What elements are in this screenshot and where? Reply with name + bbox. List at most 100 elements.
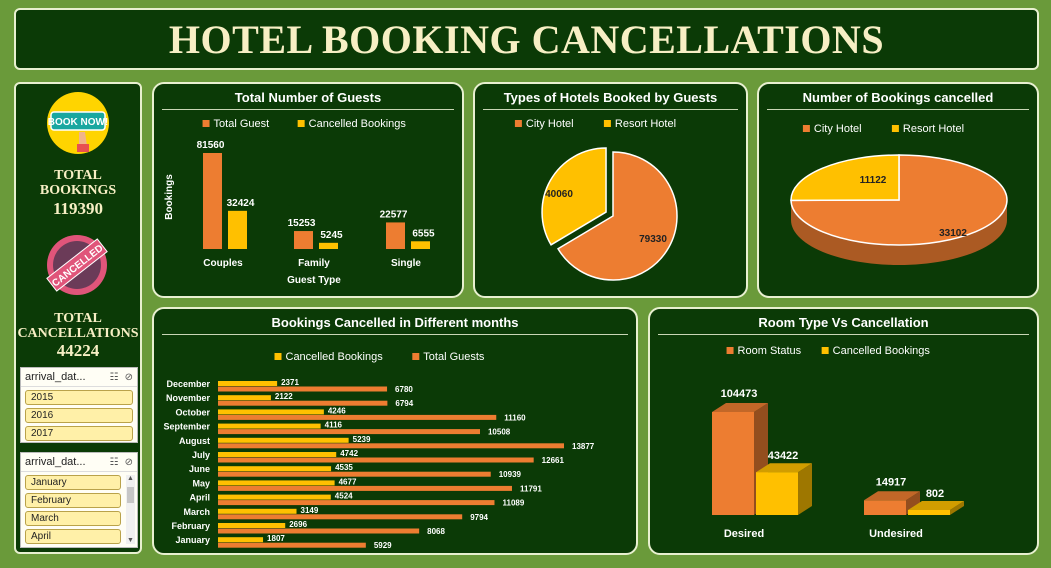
category-label: April (189, 493, 210, 503)
data-label: 11089 (502, 499, 524, 508)
guests-chart-panel: Total Number of Guests Total Guest Cancel… (152, 82, 464, 298)
kpi-panel: BOOK NOW! TOTAL BOOKINGS 119390 CANCELLE… (14, 82, 142, 554)
legend-swatch (202, 120, 210, 127)
legend-entry: Cancelled Bookings (286, 351, 384, 363)
legend-swatch (274, 353, 282, 360)
bar-side (798, 463, 812, 515)
cancelled-bookings-pie-chart: City Hotel Resort Hotel 33102 11122 (790, 123, 1008, 265)
bar (218, 485, 512, 491)
data-label: 2371 (281, 378, 299, 387)
month-slicer: arrival_dat... ☷ ⊘ January February Marc… (20, 452, 138, 548)
multi-select-icon[interactable]: ☷ (109, 456, 119, 468)
month-option-february[interactable]: February (25, 493, 121, 508)
data-label: 43422 (768, 450, 799, 462)
legend-swatch (603, 120, 611, 127)
legend-swatch (412, 353, 420, 360)
bar-side (950, 501, 964, 515)
month-option-january[interactable]: January (25, 475, 121, 490)
data-label: 4535 (335, 463, 353, 472)
legend-entry: Total Guest (214, 118, 270, 130)
book-now-text: BOOK NOW! (48, 117, 109, 128)
multi-select-icon[interactable]: ☷ (109, 371, 119, 383)
legend-entry: Resort Hotel (615, 118, 676, 130)
cancelled-stamp-icon: CANCELLED (46, 235, 108, 295)
category-label: March (183, 507, 210, 517)
bar (218, 414, 497, 420)
legend-swatch (891, 125, 899, 132)
bar (218, 494, 331, 500)
hotel-types-pie-chart: City Hotel Resort Hotel 79330 40060 (514, 118, 678, 281)
month-slicer-scrollbar[interactable]: ▲ ▼ (126, 475, 135, 544)
total-bookings-value: 119390 (52, 199, 104, 218)
data-label: 79330 (639, 234, 667, 245)
bar (908, 510, 950, 515)
bar (218, 514, 463, 520)
month-slicer-header: arrival_dat... ☷ ⊘ (21, 453, 137, 472)
data-label: 12661 (542, 456, 565, 465)
bar (218, 386, 388, 392)
cancelled-bookings-chart-title: Number of Bookings cancelled (802, 90, 994, 105)
bar (218, 471, 491, 477)
month-slicer-title: arrival_dat... (25, 456, 86, 468)
hotel-types-chart-panel: Types of Hotels Booked by Guests City Ho… (473, 82, 748, 298)
room-type-bar-chart: Room Status Cancelled Bookings 104473 43422… (712, 345, 964, 540)
data-label: 4524 (335, 492, 353, 501)
dashboard-title: HOTEL BOOKING CANCELLATIONS (168, 16, 885, 62)
data-label: 5929 (374, 541, 392, 550)
bar (411, 241, 430, 249)
bar (218, 542, 366, 548)
bar (218, 409, 324, 415)
data-label: 81560 (197, 140, 225, 151)
bar-top (756, 463, 812, 473)
category-label: Single (391, 258, 421, 269)
bar (218, 523, 286, 528)
bar (864, 500, 906, 515)
data-label: 5239 (353, 435, 371, 444)
data-label: 2696 (289, 520, 307, 529)
data-label: 9794 (470, 513, 488, 522)
months-chart-title: Bookings Cancelled in Different months (271, 315, 519, 330)
month-option-march[interactable]: March (25, 511, 121, 526)
pie-slice (556, 151, 678, 281)
pie-slice (790, 154, 900, 202)
category-label: February (171, 521, 210, 531)
legend-swatch (821, 347, 829, 354)
year-option-2017[interactable]: 2017 (25, 426, 133, 441)
bar (218, 423, 321, 429)
bar (218, 500, 495, 506)
data-label: 15253 (288, 218, 316, 229)
category-label: June (189, 464, 210, 474)
data-label: 22577 (380, 209, 408, 220)
clear-filter-icon[interactable]: ⊘ (124, 456, 133, 468)
guests-chart-title: Total Number of Guests (234, 90, 382, 105)
data-label: 104473 (721, 388, 758, 400)
data-label: 802 (926, 488, 944, 500)
legend-entry: Room Status (738, 345, 802, 357)
data-label: 6555 (412, 228, 435, 239)
bar-top (712, 403, 768, 412)
scroll-up-icon[interactable]: ▲ (127, 475, 134, 482)
bar (218, 466, 332, 472)
cancelled-bookings-chart-panel: Number of Bookings cancelled City Hotel R… (757, 82, 1039, 298)
category-label: November (166, 393, 211, 403)
legend-swatch (802, 125, 810, 132)
month-option-april[interactable]: April (25, 529, 121, 544)
year-option-2015[interactable]: 2015 (25, 390, 133, 405)
bar (228, 210, 247, 249)
category-label: Desired (724, 528, 764, 540)
data-label: 3149 (301, 506, 319, 515)
bar (218, 537, 264, 543)
scroll-down-icon[interactable]: ▼ (127, 537, 134, 544)
bar (218, 508, 297, 514)
data-label: 32424 (227, 198, 255, 209)
legend-entry: Total Guests (423, 351, 485, 363)
months-chart-panel: Bookings Cancelled in Different months C… (152, 307, 638, 555)
scroll-thumb[interactable] (127, 487, 134, 503)
year-option-2016[interactable]: 2016 (25, 408, 133, 423)
bar (203, 153, 222, 249)
bar (218, 429, 480, 435)
bar (218, 400, 388, 406)
clear-filter-icon[interactable]: ⊘ (124, 371, 133, 383)
total-bookings-label-2: BOOKINGS (39, 183, 117, 198)
bar (712, 412, 754, 515)
